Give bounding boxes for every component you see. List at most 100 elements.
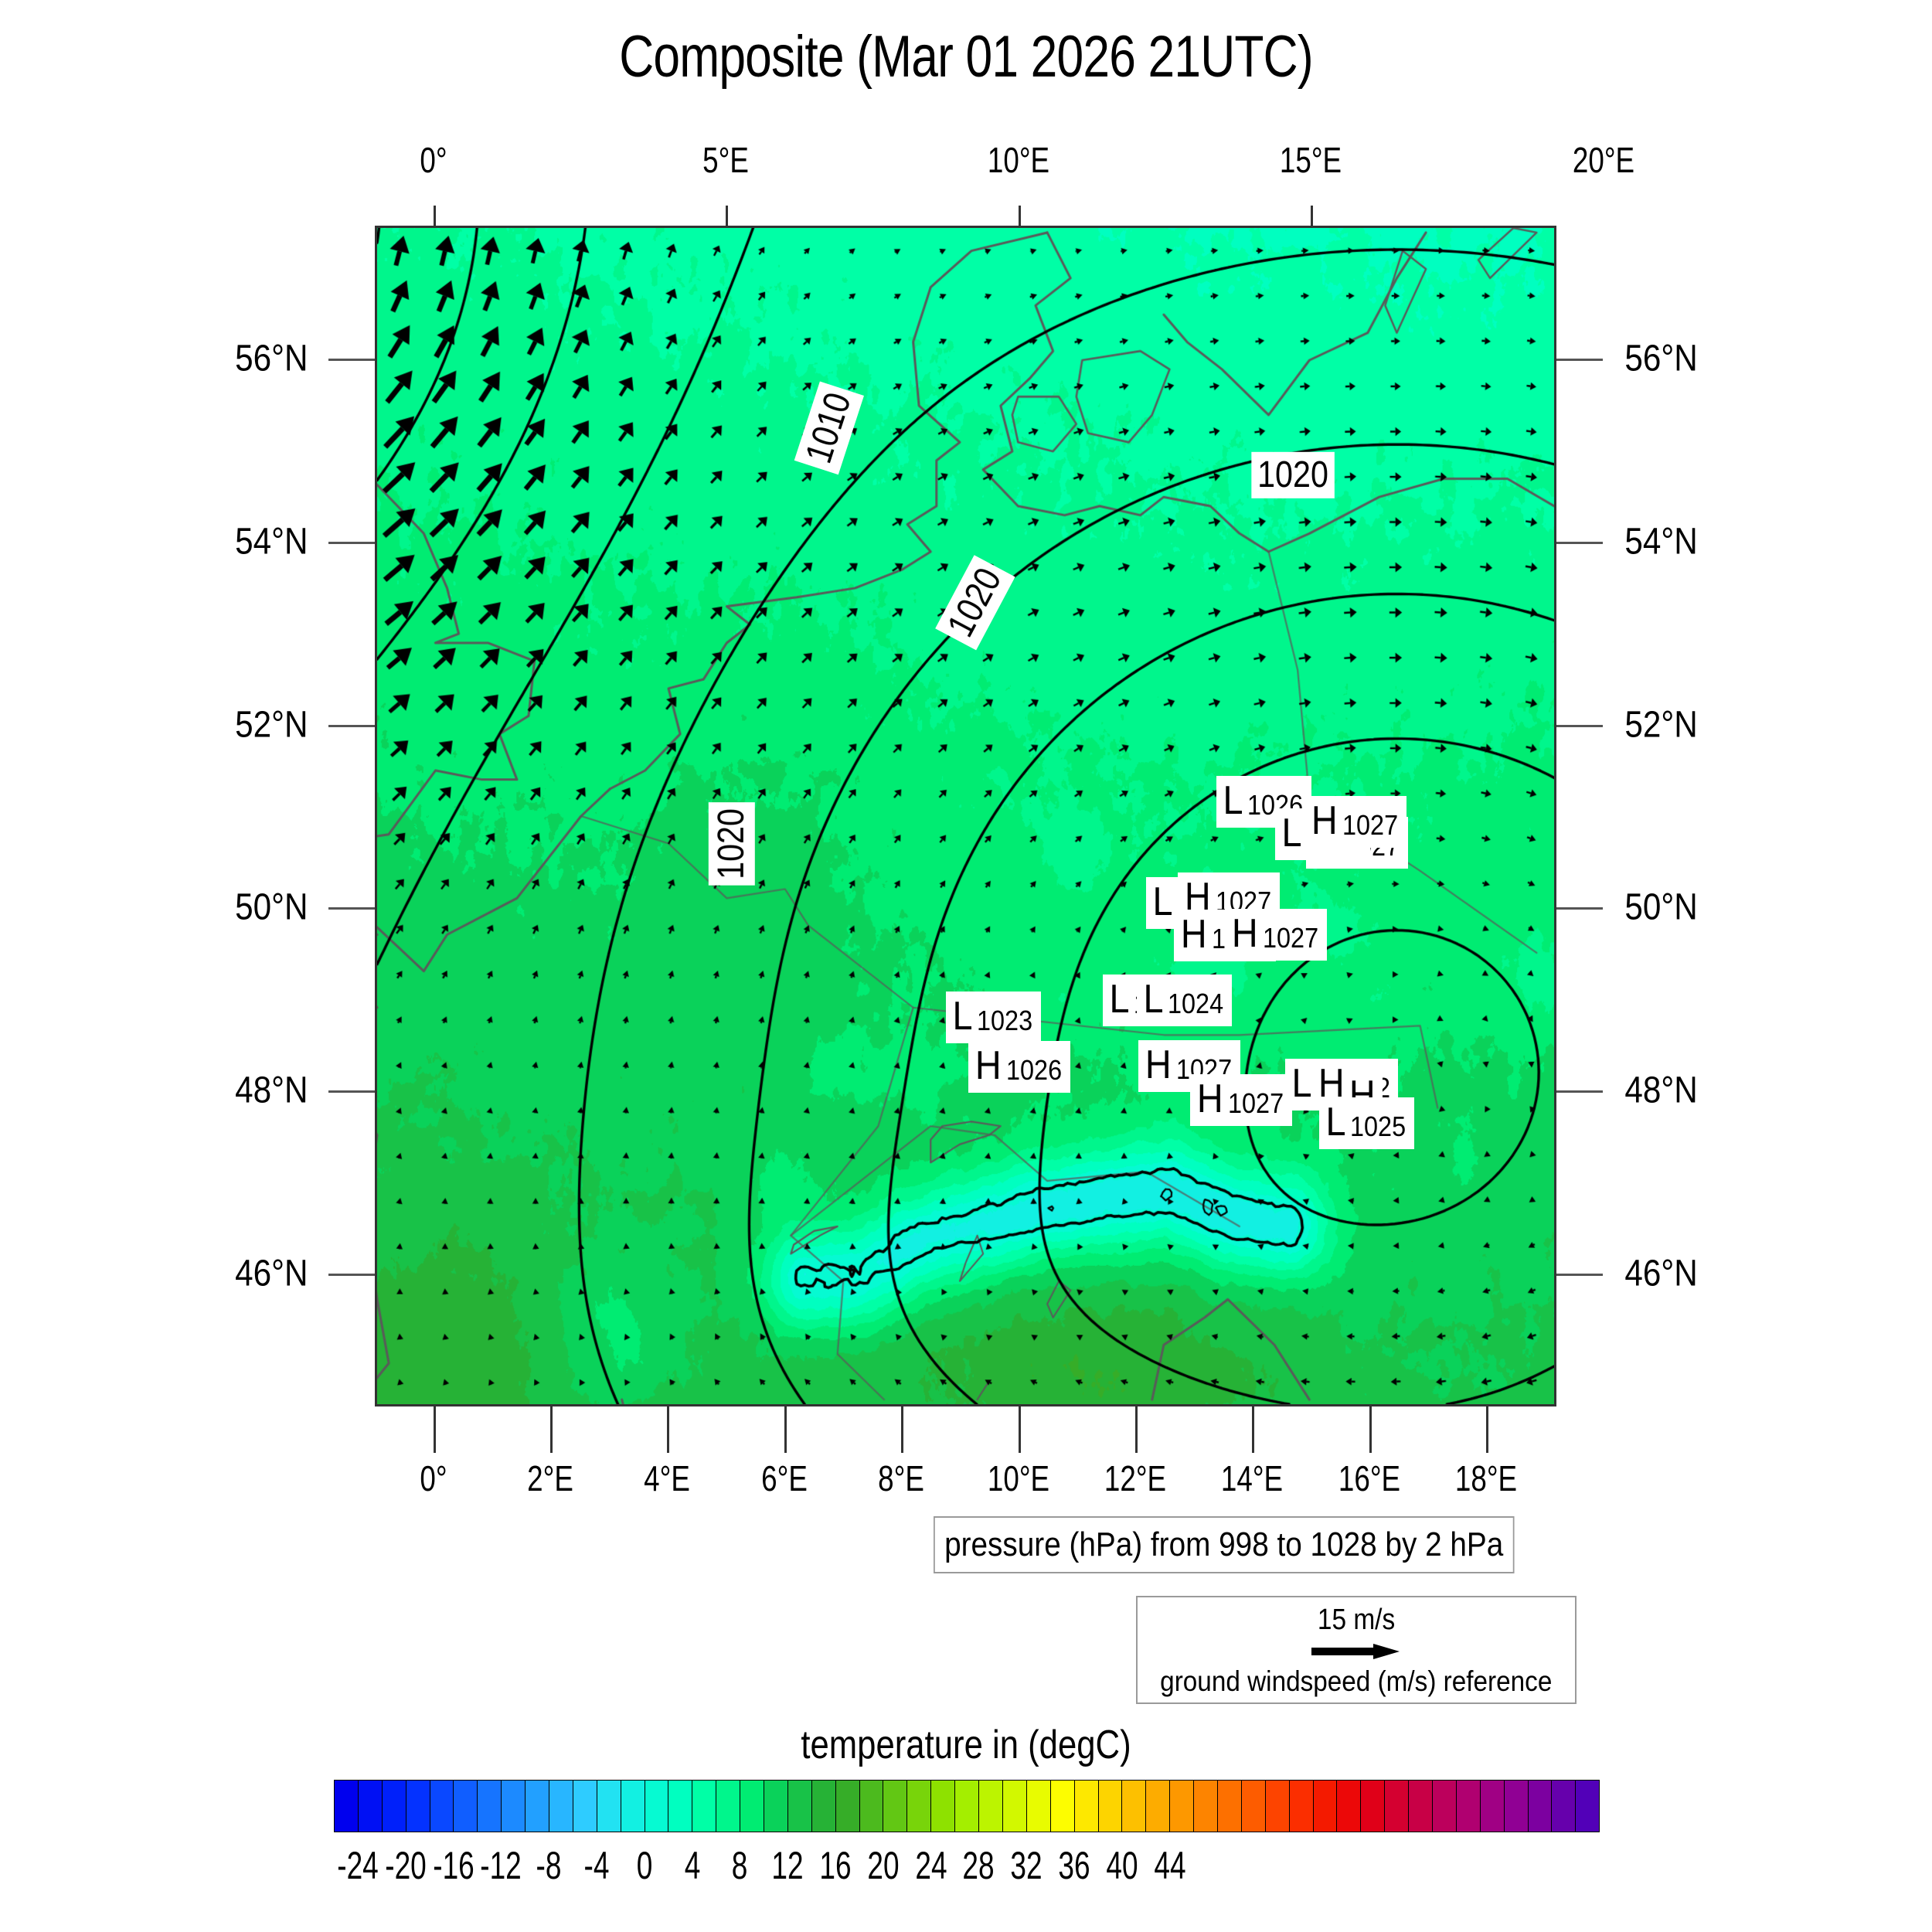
- colorbar-tick-16: 16: [819, 1844, 852, 1887]
- colorbar-cell-4: [430, 1781, 454, 1832]
- bottom-axis-tick: [667, 1406, 670, 1453]
- bottom-axis-tick: [1369, 1406, 1372, 1453]
- colorbar-cell-41: [1313, 1781, 1338, 1832]
- bottom-axis-label-4: 8°E: [878, 1458, 925, 1498]
- left-axis-tick: [328, 1274, 375, 1277]
- colorbar-tick--20: -20: [384, 1844, 427, 1887]
- colorbar-cell-20: [811, 1781, 836, 1832]
- colorbar-tick-8: 8: [732, 1844, 748, 1887]
- colorbar-title: temperature in (degC): [801, 1723, 1131, 1767]
- low-pressure-marker-10: L 1024: [1137, 975, 1233, 1026]
- colorbar-cell-51: [1552, 1781, 1577, 1832]
- colorbar-cell-2: [382, 1781, 406, 1832]
- colorbar-tick-32: 32: [1010, 1844, 1043, 1887]
- colorbar-cell-9: [549, 1781, 573, 1832]
- colorbar-cell-8: [526, 1781, 550, 1832]
- colorbar-cell-38: [1241, 1781, 1266, 1832]
- colorbar-cell-13: [645, 1781, 669, 1832]
- bottom-axis-label-3: 6°E: [760, 1458, 808, 1498]
- colorbar-tick--16: -16: [432, 1844, 474, 1887]
- colorbar-tick-40: 40: [1106, 1844, 1138, 1887]
- colorbar-cell-5: [454, 1781, 478, 1832]
- bottom-axis-label-9: 18°E: [1455, 1458, 1518, 1498]
- colorbar-cell-14: [668, 1781, 693, 1832]
- colorbar-cell-10: [573, 1781, 597, 1832]
- colorbar-cell-15: [692, 1781, 717, 1832]
- bottom-axis-tick: [1135, 1406, 1138, 1453]
- colorbar-cell-32: [1098, 1781, 1123, 1832]
- colorbar-cell-46: [1432, 1781, 1457, 1832]
- temperature-colorbar[interactable]: [334, 1780, 1600, 1832]
- colorbar-cell-42: [1337, 1781, 1362, 1832]
- colorbar-cell-47: [1456, 1781, 1481, 1832]
- colorbar-tick--24: -24: [337, 1844, 379, 1887]
- bottom-axis-tick: [550, 1406, 553, 1453]
- left-axis-tick: [328, 541, 375, 544]
- wind-reference-arrow-icon: [1310, 1638, 1403, 1665]
- colorbar-cell-37: [1217, 1781, 1242, 1832]
- high-pressure-marker-3: H 1027: [1304, 796, 1406, 848]
- colorbar-cell-19: [787, 1781, 812, 1832]
- colorbar-tick--8: -8: [536, 1844, 562, 1887]
- colorbar-cell-39: [1265, 1781, 1290, 1832]
- high-pressure-marker-11: H 1026: [968, 1041, 1070, 1093]
- left-axis-tick: [328, 907, 375, 910]
- bottom-axis-label-0: 0°: [420, 1458, 447, 1498]
- right-axis-label-4: 48°N: [1624, 1070, 1698, 1111]
- right-axis-tick: [1556, 358, 1603, 361]
- colorbar-tick-20: 20: [867, 1844, 900, 1887]
- colorbar-cell-22: [859, 1781, 884, 1832]
- high-pressure-marker-13: H 1027: [1190, 1074, 1292, 1126]
- colorbar-cell-16: [716, 1781, 741, 1832]
- colorbar-cell-26: [955, 1781, 980, 1832]
- isobar-label-1020-2: 1020: [1251, 451, 1335, 499]
- colorbar-cell-33: [1122, 1781, 1147, 1832]
- colorbar-cell-28: [1002, 1781, 1027, 1832]
- left-axis-label-4: 48°N: [235, 1070, 308, 1111]
- right-axis-label-5: 46°N: [1624, 1253, 1698, 1294]
- bottom-axis-label-1: 2°E: [527, 1458, 573, 1498]
- left-axis-tick: [328, 724, 375, 727]
- right-axis-label-1: 54°N: [1624, 521, 1698, 563]
- colorbar-cell-18: [764, 1781, 788, 1832]
- colorbar-tick-12: 12: [771, 1844, 804, 1887]
- left-axis-label-2: 52°N: [235, 704, 308, 746]
- bottom-axis-label-5: 10°E: [987, 1458, 1049, 1498]
- colorbar-cell-30: [1050, 1781, 1075, 1832]
- left-axis-label-1: 54°N: [235, 521, 308, 563]
- colorbar-tick--12: -12: [480, 1844, 522, 1887]
- bottom-axis-tick: [1252, 1406, 1255, 1453]
- colorbar-cell-48: [1480, 1781, 1505, 1832]
- low-pressure-marker-17: L 1025: [1319, 1097, 1415, 1149]
- bottom-axis-label-8: 16°E: [1338, 1458, 1400, 1498]
- wind-reference-legend: 15 m/s ground windspeed (m/s) reference: [1136, 1596, 1577, 1704]
- colorbar-cell-27: [979, 1781, 1003, 1832]
- right-axis-label-2: 52°N: [1624, 704, 1698, 746]
- high-pressure-marker-7: H 1027: [1225, 909, 1327, 961]
- colorbar-cell-24: [907, 1781, 932, 1832]
- colorbar-tick-36: 36: [1058, 1844, 1090, 1887]
- high-pressure-marker-12: H 1027: [1138, 1040, 1240, 1092]
- low-pressure-marker-8: L 1023: [946, 992, 1042, 1043]
- colorbar-cell-40: [1289, 1781, 1314, 1832]
- right-axis-tick: [1556, 541, 1603, 544]
- colorbar-cell-50: [1528, 1781, 1553, 1832]
- colorbar-cell-52: [1576, 1781, 1600, 1832]
- colorbar-cell-11: [597, 1781, 621, 1832]
- bottom-axis-label-7: 14°E: [1221, 1458, 1284, 1498]
- colorbar-cell-49: [1504, 1781, 1529, 1832]
- colorbar-cell-31: [1074, 1781, 1099, 1832]
- pressure-legend-caption: pressure (hPa) from 998 to 1028 by 2 hPa: [934, 1516, 1515, 1573]
- colorbar-cell-1: [358, 1781, 383, 1832]
- top-axis-tick: [726, 206, 729, 226]
- left-axis-tick: [328, 358, 375, 361]
- top-axis-tick: [433, 206, 436, 226]
- top-axis-label-1: 5°E: [702, 140, 750, 180]
- top-axis-label-0: 0°: [420, 140, 447, 180]
- colorbar-cell-45: [1409, 1781, 1433, 1832]
- bottom-axis-label-6: 12°E: [1104, 1458, 1167, 1498]
- right-axis-tick: [1556, 1274, 1603, 1277]
- colorbar-cell-34: [1146, 1781, 1171, 1832]
- wind-reference-value: 15 m/s: [1317, 1604, 1396, 1636]
- top-axis-tick: [1018, 206, 1021, 226]
